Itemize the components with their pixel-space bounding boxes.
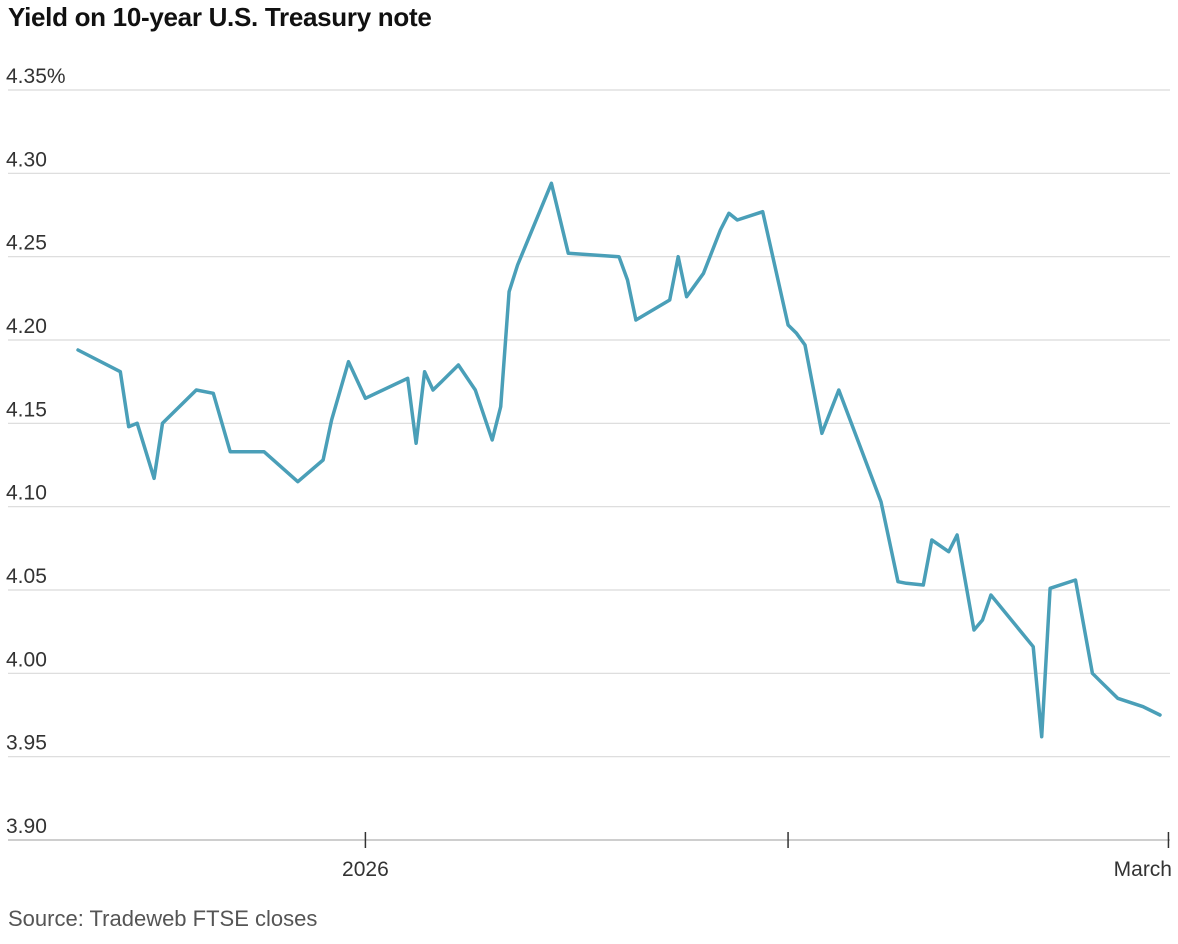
y-tick-label: 4.30 xyxy=(6,148,47,171)
y-tick-label: 3.90 xyxy=(6,815,47,838)
series-line-0 xyxy=(76,181,1162,739)
y-tick-label: 4.10 xyxy=(6,482,47,505)
chart-source: Source: Tradeweb FTSE closes xyxy=(8,906,318,931)
y-tick-label: 4.35% xyxy=(6,65,66,88)
y-tick-label: 4.25 xyxy=(6,232,47,255)
chart-title: Yield on 10-year U.S. Treasury note xyxy=(8,2,432,32)
x-tick-label: March xyxy=(1114,858,1172,881)
y-tick-label: 4.15 xyxy=(6,398,47,421)
y-tick-label: 4.05 xyxy=(6,565,47,588)
x-axis: 2026 March xyxy=(342,832,1172,881)
y-tick-label: 4.00 xyxy=(6,648,47,671)
series-group xyxy=(76,181,1162,739)
grid-lines xyxy=(8,89,1170,841)
y-axis-labels: 4.35% 4.30 4.25 4.20 4.15 4.10 4.05 4.00 3.95 3.9… xyxy=(6,65,66,838)
y-tick-label: 4.20 xyxy=(6,315,47,338)
x-tick-label: 2026 xyxy=(342,858,389,881)
y-tick-label: 3.95 xyxy=(6,732,47,755)
